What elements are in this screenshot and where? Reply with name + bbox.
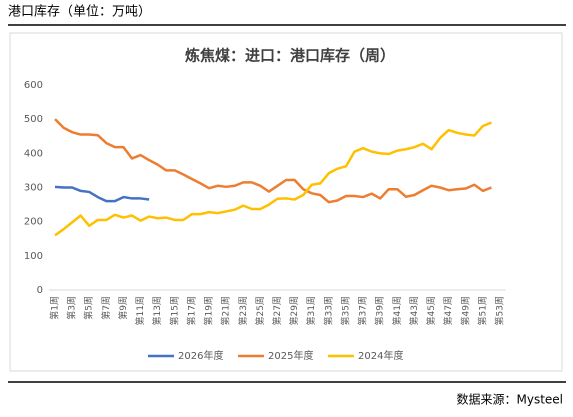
legend-label: 2026年度	[178, 349, 223, 362]
x-tick-label: 第31周	[305, 296, 317, 325]
x-tick-label: 第49周	[459, 296, 471, 325]
series-line	[54, 185, 150, 203]
x-tick-label: 第29周	[288, 296, 300, 325]
series-line	[54, 118, 492, 204]
x-tick-label: 第33周	[322, 296, 334, 325]
x-tick-label: 第17周	[185, 296, 197, 325]
y-tick-label: 400	[24, 148, 43, 159]
x-tick-label: 第37周	[357, 296, 369, 325]
x-tick-label: 第35周	[339, 296, 351, 325]
x-tick-label: 第9周	[117, 296, 129, 320]
x-tick-label: 第23周	[237, 296, 249, 325]
x-tick-label: 第51周	[476, 296, 488, 325]
legend-label: 2025年度	[268, 349, 313, 362]
x-tick-label: 第19周	[203, 296, 215, 325]
source: 数据来源：Mysteel	[456, 392, 563, 407]
x-tick-label: 第43周	[408, 296, 420, 325]
y-tick-label: 100	[24, 251, 43, 262]
x-tick-label: 第41周	[391, 296, 403, 325]
x-tick-label: 第53周	[494, 296, 506, 325]
y-tick-label: 200	[24, 217, 43, 228]
x-tick-label: 第11周	[134, 296, 146, 325]
series-line	[54, 121, 492, 237]
chart-title: 炼焦煤：进口：港口库存（周）	[185, 47, 395, 65]
x-tick-label: 第27周	[271, 296, 283, 325]
x-tick-label: 第39周	[374, 296, 386, 325]
x-tick-label: 第5周	[83, 296, 95, 320]
x-tick-label: 第1周	[49, 296, 61, 320]
x-tick-label: 第7周	[100, 296, 112, 320]
y-tick-label: 300	[24, 183, 43, 194]
y-tick-label: 500	[24, 114, 43, 125]
x-tick-label: 第3周	[66, 296, 78, 320]
x-tick-label: 第25周	[254, 296, 266, 325]
y-tick-label: 0	[37, 285, 43, 296]
x-tick-label: 第21周	[220, 296, 232, 325]
legend-label: 2024年度	[358, 349, 403, 362]
x-tick-label: 第13周	[151, 296, 163, 325]
x-tick-label: 第47周	[442, 296, 454, 325]
x-tick-label: 第45周	[425, 296, 437, 325]
x-tick-label: 第15周	[168, 296, 180, 325]
header: 港口库存（单位：万吨）	[8, 4, 151, 20]
y-tick-label: 600	[24, 80, 43, 91]
chart-frame	[9, 32, 563, 372]
